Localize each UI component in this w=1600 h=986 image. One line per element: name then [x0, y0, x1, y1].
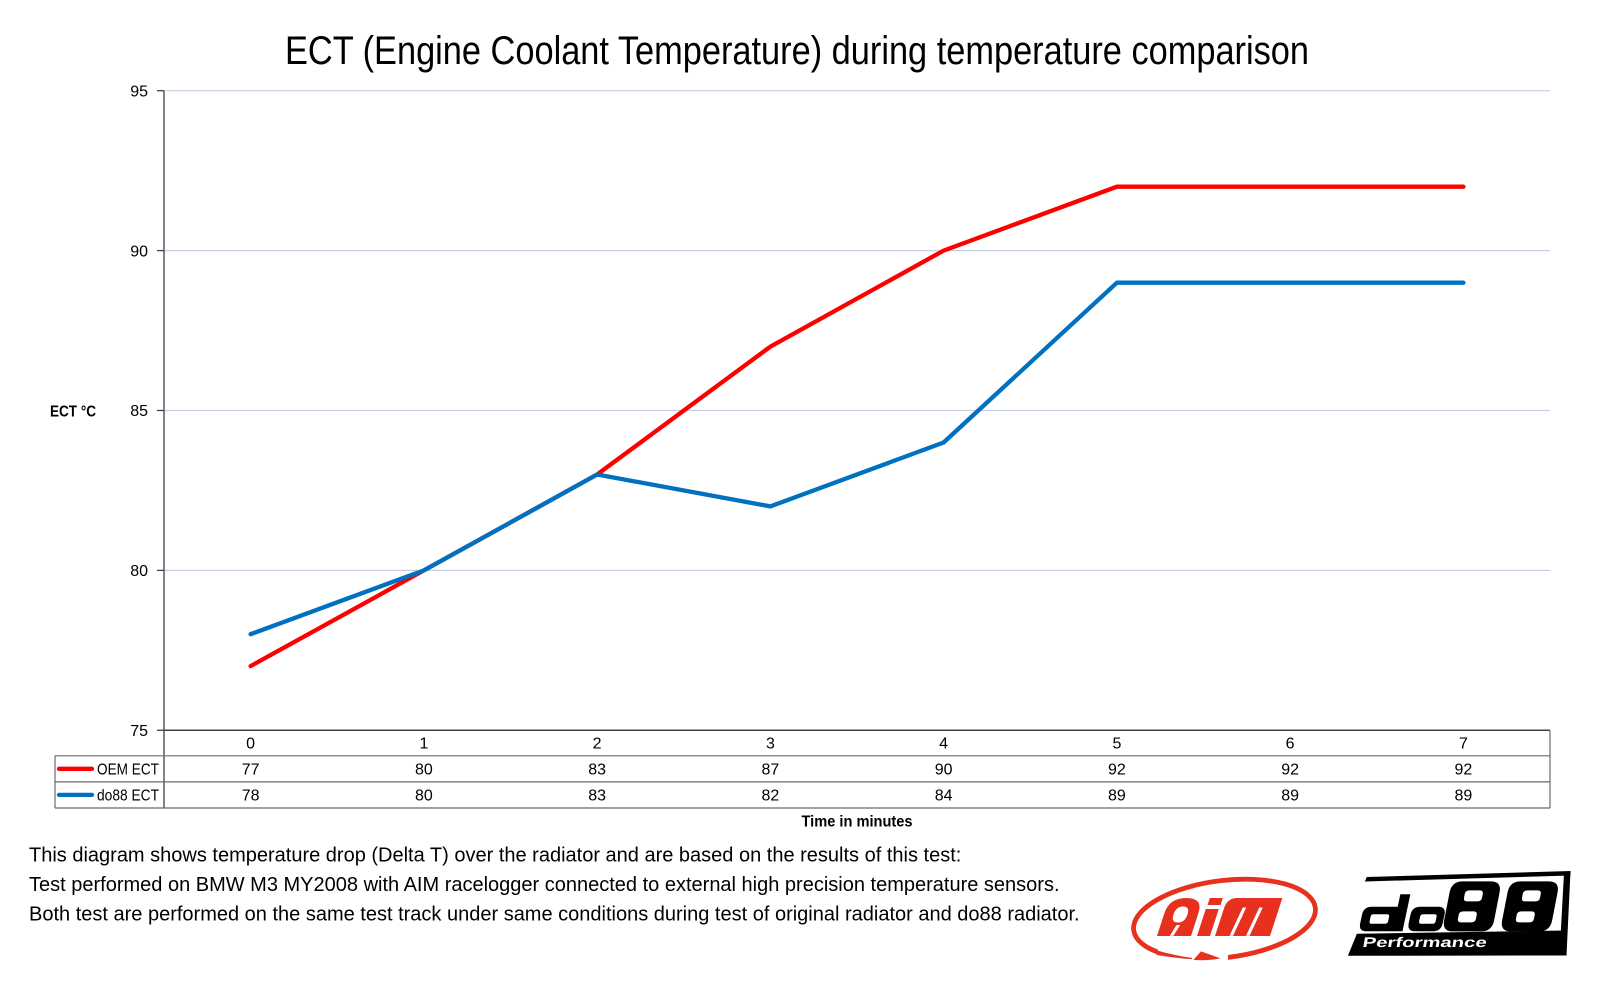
svg-text:80: 80: [415, 788, 433, 805]
svg-text:90: 90: [935, 762, 953, 779]
svg-text:83: 83: [588, 762, 606, 779]
svg-text:89: 89: [1108, 788, 1126, 805]
svg-text:Both test are performed on the: Both test are performed on the same test…: [29, 904, 1080, 926]
svg-text:4: 4: [939, 736, 948, 753]
svg-text:1: 1: [419, 736, 428, 753]
svg-text:75: 75: [130, 723, 148, 740]
svg-text:Time in minutes: Time in minutes: [802, 814, 913, 831]
svg-text:ECT °C: ECT °C: [50, 403, 96, 420]
svg-text:This diagram shows temperature: This diagram shows temperature drop (Del…: [29, 844, 961, 866]
svg-text:77: 77: [242, 762, 260, 779]
svg-text:89: 89: [1455, 788, 1473, 805]
svg-text:80: 80: [130, 563, 148, 580]
svg-text:85: 85: [130, 403, 148, 420]
svg-text:95: 95: [130, 83, 148, 100]
svg-text:82: 82: [762, 788, 780, 805]
svg-text:Performance: Performance: [1361, 934, 1488, 950]
svg-text:2: 2: [593, 736, 602, 753]
svg-text:7: 7: [1459, 736, 1468, 753]
svg-text:0: 0: [246, 736, 255, 753]
svg-text:80: 80: [415, 762, 433, 779]
svg-text:90: 90: [130, 243, 148, 260]
svg-text:87: 87: [762, 762, 780, 779]
svg-text:5: 5: [1112, 736, 1121, 753]
svg-text:89: 89: [1281, 788, 1299, 805]
svg-text:83: 83: [588, 788, 606, 805]
svg-text:do88 ECT: do88 ECT: [97, 788, 159, 805]
svg-text:3: 3: [766, 736, 775, 753]
svg-text:ECT (Engine Coolant Temperatur: ECT (Engine Coolant Temperature) during …: [285, 29, 1309, 73]
svg-text:92: 92: [1281, 762, 1299, 779]
svg-text:Test performed on BMW M3 MY200: Test performed on BMW M3 MY2008 with AIM…: [29, 874, 1060, 896]
svg-text:78: 78: [242, 788, 260, 805]
svg-text:84: 84: [935, 788, 953, 805]
svg-text:OEM ECT: OEM ECT: [97, 762, 159, 779]
svg-text:6: 6: [1286, 736, 1295, 753]
svg-text:92: 92: [1455, 762, 1473, 779]
svg-text:92: 92: [1108, 762, 1126, 779]
